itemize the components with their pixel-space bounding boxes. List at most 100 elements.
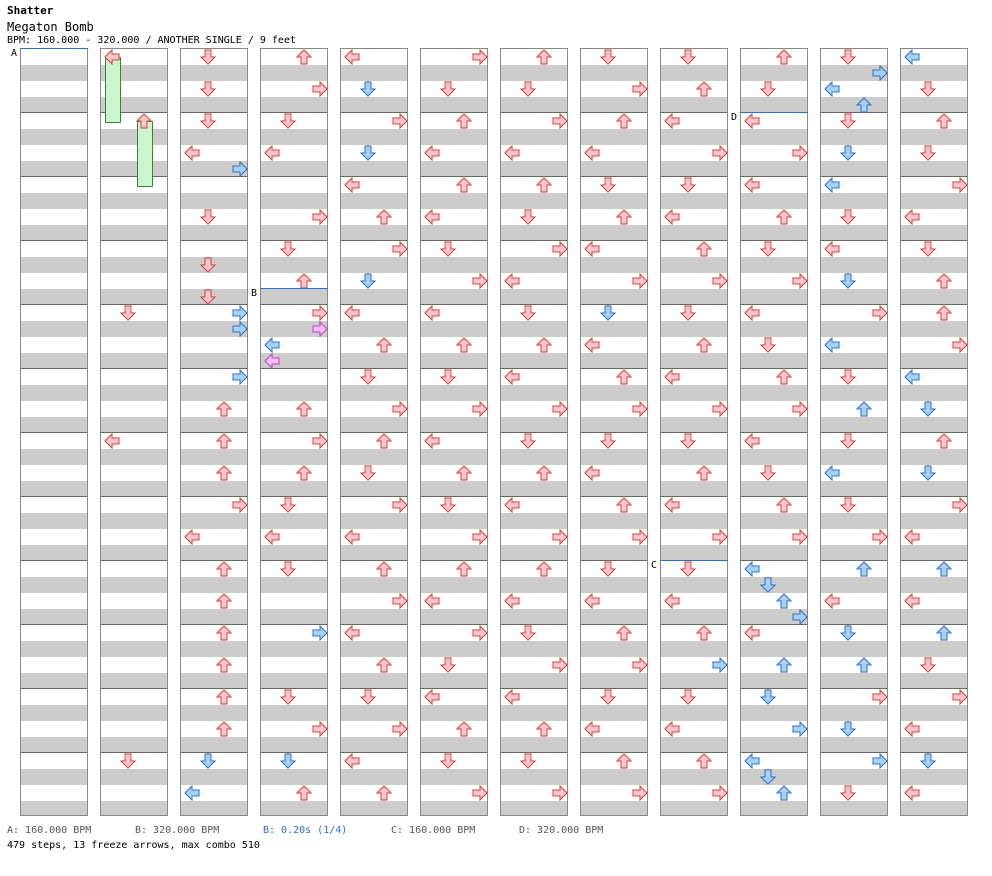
chart-column	[660, 48, 728, 816]
chart-column	[100, 48, 168, 816]
measure-line	[261, 752, 327, 753]
left-arrow-icon	[344, 624, 360, 642]
left-arrow-icon	[584, 720, 600, 738]
measure-line	[341, 368, 407, 369]
down-arrow-icon	[919, 465, 937, 481]
measure-line	[101, 624, 167, 625]
measure-line	[341, 496, 407, 497]
right-arrow-icon	[552, 656, 568, 674]
left-arrow-icon	[744, 560, 760, 578]
down-arrow-icon	[919, 657, 937, 673]
down-arrow-icon	[759, 241, 777, 257]
right-arrow-icon	[712, 400, 728, 418]
down-arrow-icon	[199, 209, 217, 225]
measure-line	[341, 176, 407, 177]
section-marker-line	[20, 48, 88, 49]
down-arrow-icon	[759, 769, 777, 785]
left-arrow-icon	[824, 80, 840, 98]
measure-line	[741, 240, 807, 241]
down-arrow-icon	[199, 289, 217, 305]
down-arrow-icon	[759, 337, 777, 353]
measure-line	[581, 752, 647, 753]
up-arrow-icon	[615, 209, 633, 225]
measure-line	[741, 624, 807, 625]
up-arrow-icon	[215, 721, 233, 737]
measure-line	[501, 688, 567, 689]
measure-line	[181, 432, 247, 433]
measure-line	[661, 368, 727, 369]
left-arrow-icon	[744, 304, 760, 322]
up-arrow-icon	[215, 593, 233, 609]
chart-column	[260, 48, 328, 816]
left-arrow-icon	[904, 784, 920, 802]
left-arrow-icon	[264, 352, 280, 370]
measure-line	[821, 624, 887, 625]
measure-line	[421, 432, 487, 433]
measure-line	[341, 560, 407, 561]
up-arrow-icon	[695, 337, 713, 353]
up-arrow-icon	[615, 369, 633, 385]
up-arrow-icon	[855, 97, 873, 113]
left-arrow-icon	[264, 528, 280, 546]
down-arrow-icon	[919, 81, 937, 97]
freeze-arrow	[137, 121, 153, 187]
up-arrow-icon	[215, 689, 233, 705]
left-arrow-icon	[584, 592, 600, 610]
left-arrow-icon	[424, 144, 440, 162]
up-arrow-icon	[535, 561, 553, 577]
measure-line	[581, 688, 647, 689]
left-arrow-icon	[584, 144, 600, 162]
up-arrow-icon	[375, 209, 393, 225]
left-arrow-icon	[264, 336, 280, 354]
left-arrow-icon	[344, 752, 360, 770]
down-arrow-icon	[679, 305, 697, 321]
left-arrow-icon	[344, 48, 360, 66]
right-arrow-icon	[792, 720, 808, 738]
measure-line	[821, 176, 887, 177]
measure-line	[421, 688, 487, 689]
measure-line	[101, 432, 167, 433]
right-arrow-icon	[872, 304, 888, 322]
left-arrow-icon	[344, 528, 360, 546]
measure-line	[661, 112, 727, 113]
right-arrow-icon	[872, 752, 888, 770]
right-arrow-icon	[232, 160, 248, 178]
left-arrow-icon	[184, 528, 200, 546]
down-arrow-icon	[199, 49, 217, 65]
down-arrow-icon	[759, 689, 777, 705]
measure-line	[501, 240, 567, 241]
up-arrow-icon	[375, 433, 393, 449]
right-arrow-icon	[632, 528, 648, 546]
right-arrow-icon	[312, 720, 328, 738]
right-arrow-icon	[632, 400, 648, 418]
up-arrow-icon	[135, 113, 153, 129]
chart-column	[900, 48, 968, 816]
measure-line	[261, 240, 327, 241]
measure-line	[21, 560, 87, 561]
measure-line	[901, 112, 967, 113]
measure-line	[261, 304, 327, 305]
measure-line	[581, 304, 647, 305]
down-arrow-icon	[679, 49, 697, 65]
measure-line	[901, 368, 967, 369]
down-arrow-icon	[759, 81, 777, 97]
up-arrow-icon	[215, 625, 233, 641]
down-arrow-icon	[759, 465, 777, 481]
down-arrow-icon	[679, 561, 697, 577]
measure-line	[581, 560, 647, 561]
down-arrow-icon	[839, 625, 857, 641]
right-arrow-icon	[232, 304, 248, 322]
up-arrow-icon	[775, 497, 793, 513]
up-arrow-icon	[455, 177, 473, 193]
measure-line	[21, 368, 87, 369]
up-arrow-icon	[935, 625, 953, 641]
left-arrow-icon	[904, 368, 920, 386]
down-arrow-icon	[839, 721, 857, 737]
right-arrow-icon	[712, 144, 728, 162]
measure-line	[661, 432, 727, 433]
measure-line	[21, 304, 87, 305]
right-arrow-icon	[392, 240, 408, 258]
right-arrow-icon	[712, 784, 728, 802]
up-arrow-icon	[375, 337, 393, 353]
chart-column	[580, 48, 648, 816]
